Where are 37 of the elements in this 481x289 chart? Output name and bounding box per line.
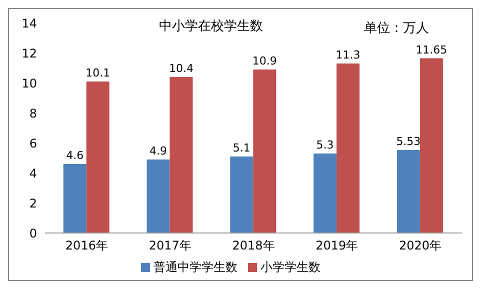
x-tick-label: 2017年 <box>148 238 192 253</box>
bar <box>314 154 337 233</box>
data-label: 10.1 <box>86 66 110 80</box>
y-tick-label: 4 <box>29 166 37 180</box>
annotation: 单位：万人 <box>364 20 429 37</box>
legend-label: 普通中学学生数 <box>154 260 238 274</box>
x-tick-label: 2019年 <box>316 238 358 253</box>
y-tick-label: 2 <box>29 196 37 210</box>
bar <box>396 150 420 233</box>
x-tick-label: 2016年 <box>65 238 108 253</box>
x-tick-label: 2018年 <box>232 238 275 253</box>
bar <box>63 164 86 233</box>
data-label: 5.3 <box>316 138 334 152</box>
x-tick-label: 2020年 <box>399 238 442 253</box>
y-tick-label: 6 <box>29 136 37 150</box>
chart-title: 中小学在校学生数 <box>159 18 263 35</box>
y-tick-label: 14 <box>22 16 37 30</box>
y-tick-label: 0 <box>29 226 37 240</box>
data-label: 5.1 <box>232 142 250 154</box>
bar <box>420 58 443 233</box>
data-label: 4.9 <box>150 144 167 158</box>
legend-label: 小学学生数 <box>260 260 320 274</box>
bar <box>146 160 170 233</box>
bar <box>170 77 193 233</box>
data-label: 4.6 <box>66 149 84 162</box>
bar <box>230 156 254 233</box>
bar <box>86 82 110 233</box>
y-tick-label: 10 <box>22 76 37 90</box>
y-tick-label: 8 <box>29 106 37 120</box>
bar <box>336 64 360 233</box>
data-label: 10.4 <box>169 62 194 75</box>
data-label: 11.3 <box>336 48 360 62</box>
bar <box>253 70 276 233</box>
y-tick-label: 12 <box>22 46 37 60</box>
data-label: 11.65 <box>416 43 448 56</box>
data-label: 5.53 <box>396 135 421 148</box>
data-label: 10.9 <box>252 54 277 68</box>
